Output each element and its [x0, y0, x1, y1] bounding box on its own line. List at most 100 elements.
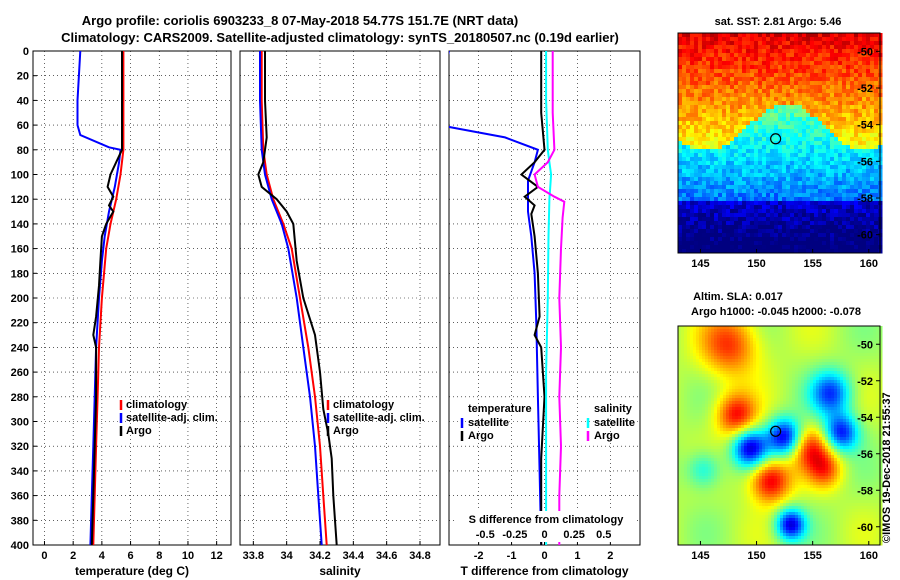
sst_map-cell: [842, 169, 847, 174]
sst_map-cell: [738, 149, 743, 154]
sla_map-cell: [696, 335, 700, 339]
sst_map-cell: [694, 209, 699, 214]
sla_map-cell: [870, 338, 874, 342]
sla_map-cell: [852, 335, 856, 339]
sla_map-cell: [864, 380, 868, 384]
sla_map-cell: [723, 398, 727, 402]
sla_map-cell: [873, 404, 877, 408]
sst_map-cell: [834, 57, 839, 62]
sla_map-cell: [756, 410, 760, 414]
sst_map-cell: [766, 45, 771, 50]
sla_map-cell: [879, 371, 883, 375]
sla_map-cell: [705, 383, 709, 387]
sla_map-cell: [879, 329, 883, 333]
sst_map-cell: [714, 161, 719, 166]
sst_map-cell: [734, 185, 739, 190]
sst_map-cell: [742, 45, 747, 50]
sst_map-cell: [782, 205, 787, 210]
sla_map-cell: [822, 338, 826, 342]
sst_map-cell: [754, 85, 759, 90]
sla_map-cell: [762, 410, 766, 414]
sst_map-cell: [686, 149, 691, 154]
sst_map-cell: [706, 117, 711, 122]
sst_map-cell: [842, 241, 847, 246]
sla_map-cell: [855, 359, 859, 363]
sst_map-cell: [706, 177, 711, 182]
sla_map-cell: [687, 335, 691, 339]
sst_map-cell: [830, 105, 835, 110]
sst_map-cell: [866, 189, 871, 194]
sst_map-cell: [690, 37, 695, 42]
sla_map-cell: [756, 356, 760, 360]
sla_map-cell: [858, 371, 862, 375]
sst_map-cell: [690, 113, 695, 118]
sst_map-cell: [686, 33, 691, 38]
sst_map-cell: [770, 101, 775, 106]
sla_map-cell: [744, 365, 748, 369]
sst_map-cell: [794, 249, 799, 254]
sst_map-cell: [678, 85, 683, 90]
sla_map-cell: [735, 380, 739, 384]
sla_map-cell: [708, 398, 712, 402]
sst_map-cell: [794, 241, 799, 246]
sla_map-cell: [801, 341, 805, 345]
sst_map-cell: [830, 137, 835, 142]
sst_map-cell: [730, 177, 735, 182]
sla_map-cell: [693, 341, 697, 345]
sst_map-cell: [758, 217, 763, 222]
sst_map-cell: [702, 41, 707, 46]
sla_map-cell: [723, 350, 727, 354]
sst_map-cell: [806, 73, 811, 78]
sst_map-cell: [862, 33, 867, 38]
sst_map-cell: [798, 61, 803, 66]
sst_map-cell: [762, 85, 767, 90]
sst_map-cell: [806, 169, 811, 174]
sla_map-cell: [765, 380, 769, 384]
sla_map-cell: [759, 389, 763, 393]
sst_map-cell: [746, 81, 751, 86]
sla_map-cell: [753, 371, 757, 375]
sla_map-cell: [822, 350, 826, 354]
sla_map-cell: [819, 365, 823, 369]
sst_map-cell: [754, 233, 759, 238]
sst_map-cell: [766, 37, 771, 42]
sla_map-cell: [771, 371, 775, 375]
sst_map-cell: [706, 113, 711, 118]
sst_map-cell: [782, 153, 787, 158]
sst_map-cell: [742, 241, 747, 246]
sst_map-cell: [738, 233, 743, 238]
sst_map-cell: [706, 121, 711, 126]
sst_map-cell: [838, 205, 843, 210]
sst_map-cell: [834, 169, 839, 174]
difference-series-line: [533, 51, 566, 545]
sst_map-cell: [854, 197, 859, 202]
sst_map-cell: [854, 225, 859, 230]
sst_map-cell: [762, 213, 767, 218]
sst_map-cell: [782, 213, 787, 218]
sst_map-cell: [778, 129, 783, 134]
sst_map-cell: [806, 205, 811, 210]
sst_map-cell: [782, 145, 787, 150]
sst_map-cell: [870, 197, 875, 202]
temperature-y-tick-label: 340: [11, 466, 29, 478]
sst_map-cell: [738, 161, 743, 166]
sla_map-cell: [822, 389, 826, 393]
sla_map-cell: [816, 329, 820, 333]
sla_map-cell: [795, 329, 799, 333]
sst_map-cell: [730, 217, 735, 222]
sst_map-cell: [682, 113, 687, 118]
sla_map-cell: [777, 395, 781, 399]
sst_map-cell: [786, 181, 791, 186]
sst_map-cell: [866, 185, 871, 190]
sla_map-cell: [867, 398, 871, 402]
sla_map-cell: [801, 335, 805, 339]
sst_map-cell: [770, 229, 775, 234]
s-axis-tick-label: -0.5: [476, 529, 495, 541]
sst_map-cell: [746, 133, 751, 138]
sst_map-cell: [814, 193, 819, 198]
sst_map-cell: [678, 205, 683, 210]
sla_map-cell: [816, 356, 820, 360]
sst_map-cell: [682, 53, 687, 58]
sst_map-cell: [758, 197, 763, 202]
sst_map-cell: [758, 33, 763, 38]
